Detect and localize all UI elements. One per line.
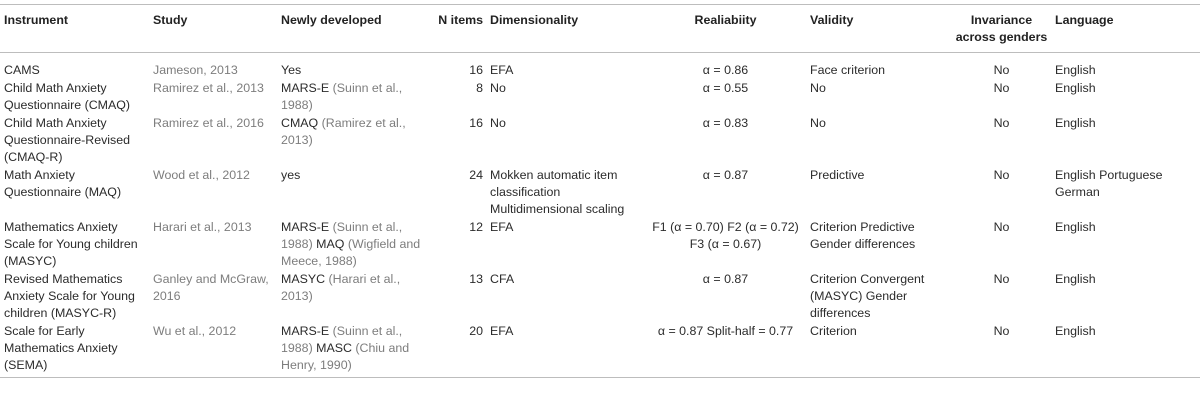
cell-n-items: 16 (469, 116, 483, 130)
newly-developed-secondary: MAQ (316, 237, 345, 251)
cell-instrument: Math Anxiety Questionnaire (MAQ) (4, 168, 122, 199)
cell-dimensionality: Mokken automatic item classification Mul… (490, 168, 625, 216)
cell-language: English Portuguese German (1055, 168, 1163, 199)
table-row: Revised Mathematics Anxiety Scale for Yo… (0, 271, 1200, 323)
table-row: Mathematics Anxiety Scale for Young chil… (0, 219, 1200, 271)
header-invariance: Invariance across genders (951, 4, 1051, 53)
header-n-items: N items (429, 4, 486, 53)
cell-newly-developed: MASYC (Harari et al., 2013) (277, 271, 429, 323)
header-instrument: Instrument (0, 4, 149, 53)
cell-newly-developed: Yes (277, 53, 429, 81)
cell-reliability: α = 0.87 (702, 168, 749, 182)
cell-study: Harari et al., 2013 (153, 220, 252, 234)
cell-language: English (1055, 81, 1096, 95)
cell-n-items: 20 (429, 323, 486, 378)
cell-n-items: 13 (469, 272, 483, 286)
header-dimensionality: Dimensionality (486, 4, 644, 53)
cell-newly-developed: yes (277, 167, 429, 219)
cell-language: English (1055, 63, 1096, 77)
newly-developed-citation: (Suinn et al., 1988) (281, 220, 403, 251)
newly-developed-citation: (Harari et al., 2013) (281, 272, 401, 303)
newly-developed-citation: (Suinn et al., 1988) (281, 81, 403, 112)
cell-study: Wood et al., 2012 (153, 168, 250, 182)
cell-invariance: No (993, 63, 1010, 77)
cell-invariance: No (993, 272, 1010, 286)
cell-instrument: Scale for Early Mathematics Anxiety (SEM… (0, 323, 149, 378)
cell-invariance: No (993, 81, 1010, 95)
cell-invariance: No (951, 323, 1051, 378)
newly-developed-main: CMAQ (281, 116, 319, 130)
cell-language: English (1051, 323, 1200, 378)
newly-developed-main: Yes (281, 63, 302, 77)
cell-n-items: 24 (469, 168, 483, 182)
cell-instrument: Revised Mathematics Anxiety Scale for Yo… (4, 272, 135, 320)
cell-language: English (1055, 272, 1096, 286)
cell-n-items: 12 (469, 220, 483, 234)
newly-developed-citation: (Ramirez et al., 2013) (281, 116, 406, 147)
cell-invariance: No (993, 116, 1010, 130)
cell-invariance: No (993, 168, 1010, 182)
cell-reliability: α = 0.86 (702, 63, 749, 77)
newly-developed-citation-2: (Chiu and Henry, 1990) (281, 341, 410, 372)
newly-developed-citation: (Suinn et al., 1988) (281, 324, 403, 355)
table-row: CAMS Jameson, 2013 Yes 16 EFA α = 0.86 Face cr… (0, 53, 1200, 81)
cell-validity: Predictive (810, 168, 865, 182)
cell-dimensionality: CFA (490, 272, 515, 286)
cell-validity: Criterion Convergent (MASYC) Gender diff… (810, 272, 925, 320)
cell-validity: Face criterion (810, 63, 886, 77)
newly-developed-main: MARS-E (281, 81, 330, 95)
newly-developed-citation-2: (Wigfield and Meece, 1988) (281, 237, 421, 268)
header-reliability: Realiabiity (644, 4, 806, 53)
cell-instrument: Mathematics Anxiety Scale for Young chil… (4, 220, 138, 268)
cell-newly-developed: MARS-E (Suinn et al., 1988) (277, 80, 429, 115)
cell-reliability: α = 0.55 (702, 81, 749, 95)
cell-study: Jameson, 2013 (153, 63, 238, 77)
cell-dimensionality: EFA (490, 63, 514, 77)
cell-reliability: F1 (α = 0.70) F2 (α = 0.72) F3 (α = 0.67… (652, 220, 799, 251)
newly-developed-main: yes (281, 168, 301, 182)
header-row: Instrument Study Newly developed N items… (0, 4, 1200, 53)
table-row: Math Anxiety Questionnaire (MAQ) Wood et … (0, 167, 1200, 219)
cell-validity: No (810, 81, 826, 95)
table-row: Child Math Anxiety Questionnaire-Revised… (0, 115, 1200, 167)
cell-invariance: No (993, 220, 1010, 234)
cell-reliability: α = 0.87 Split-half = 0.77 (644, 323, 806, 378)
cell-language: English (1055, 116, 1096, 130)
table-row: Child Math Anxiety Questionnaire (CMAQ) R… (0, 80, 1200, 115)
newly-developed-main: MARS-E (281, 220, 330, 234)
cell-reliability: α = 0.83 (702, 116, 749, 130)
cell-instrument: Child Math Anxiety Questionnaire-Revised… (4, 116, 131, 164)
cell-reliability: α = 0.87 (702, 272, 749, 286)
header-newly-developed: Newly developed (277, 4, 429, 53)
cell-study: Ramirez et al., 2016 (153, 116, 264, 130)
table-body: CAMS Jameson, 2013 Yes 16 EFA α = 0.86 Face cr… (0, 53, 1200, 378)
newly-developed-main: MASYC (281, 272, 326, 286)
header-language: Language (1051, 4, 1200, 53)
cell-instrument: CAMS (4, 63, 40, 77)
cell-validity: Criterion Predictive Gender differences (810, 220, 916, 251)
cell-study: Ganley and McGraw, 2016 (153, 272, 269, 303)
cell-n-items: 8 (476, 81, 483, 95)
cell-language: English (1055, 220, 1096, 234)
newly-developed-secondary: MASC (316, 341, 352, 355)
cell-instrument: Child Math Anxiety Questionnaire (CMAQ) (4, 81, 131, 112)
header-study: Study (149, 4, 277, 53)
header-validity: Validity (806, 4, 951, 53)
newly-developed-main: MARS-E (281, 324, 330, 338)
cell-study: Wu et al., 2012 (149, 323, 277, 378)
cell-n-items: 16 (469, 63, 483, 77)
cell-dimensionality: EFA (486, 323, 644, 378)
cell-validity: No (810, 116, 826, 130)
cell-newly-developed: MARS-E (Suinn et al., 1988) MAQ (Wigfiel… (277, 219, 429, 271)
cell-validity: Criterion (806, 323, 951, 378)
cell-newly-developed: CMAQ (Ramirez et al., 2013) (277, 115, 429, 167)
cell-study: Ramirez et al., 2013 (153, 81, 264, 95)
table-row: Scale for Early Mathematics Anxiety (SEM… (0, 323, 1200, 378)
cell-dimensionality: No (490, 116, 506, 130)
cell-dimensionality: No (490, 81, 506, 95)
cell-newly-developed: MARS-E (Suinn et al., 1988) MASC (Chiu a… (277, 323, 429, 378)
instrument-table: Instrument Study Newly developed N items… (0, 4, 1200, 378)
cell-dimensionality: EFA (490, 220, 514, 234)
